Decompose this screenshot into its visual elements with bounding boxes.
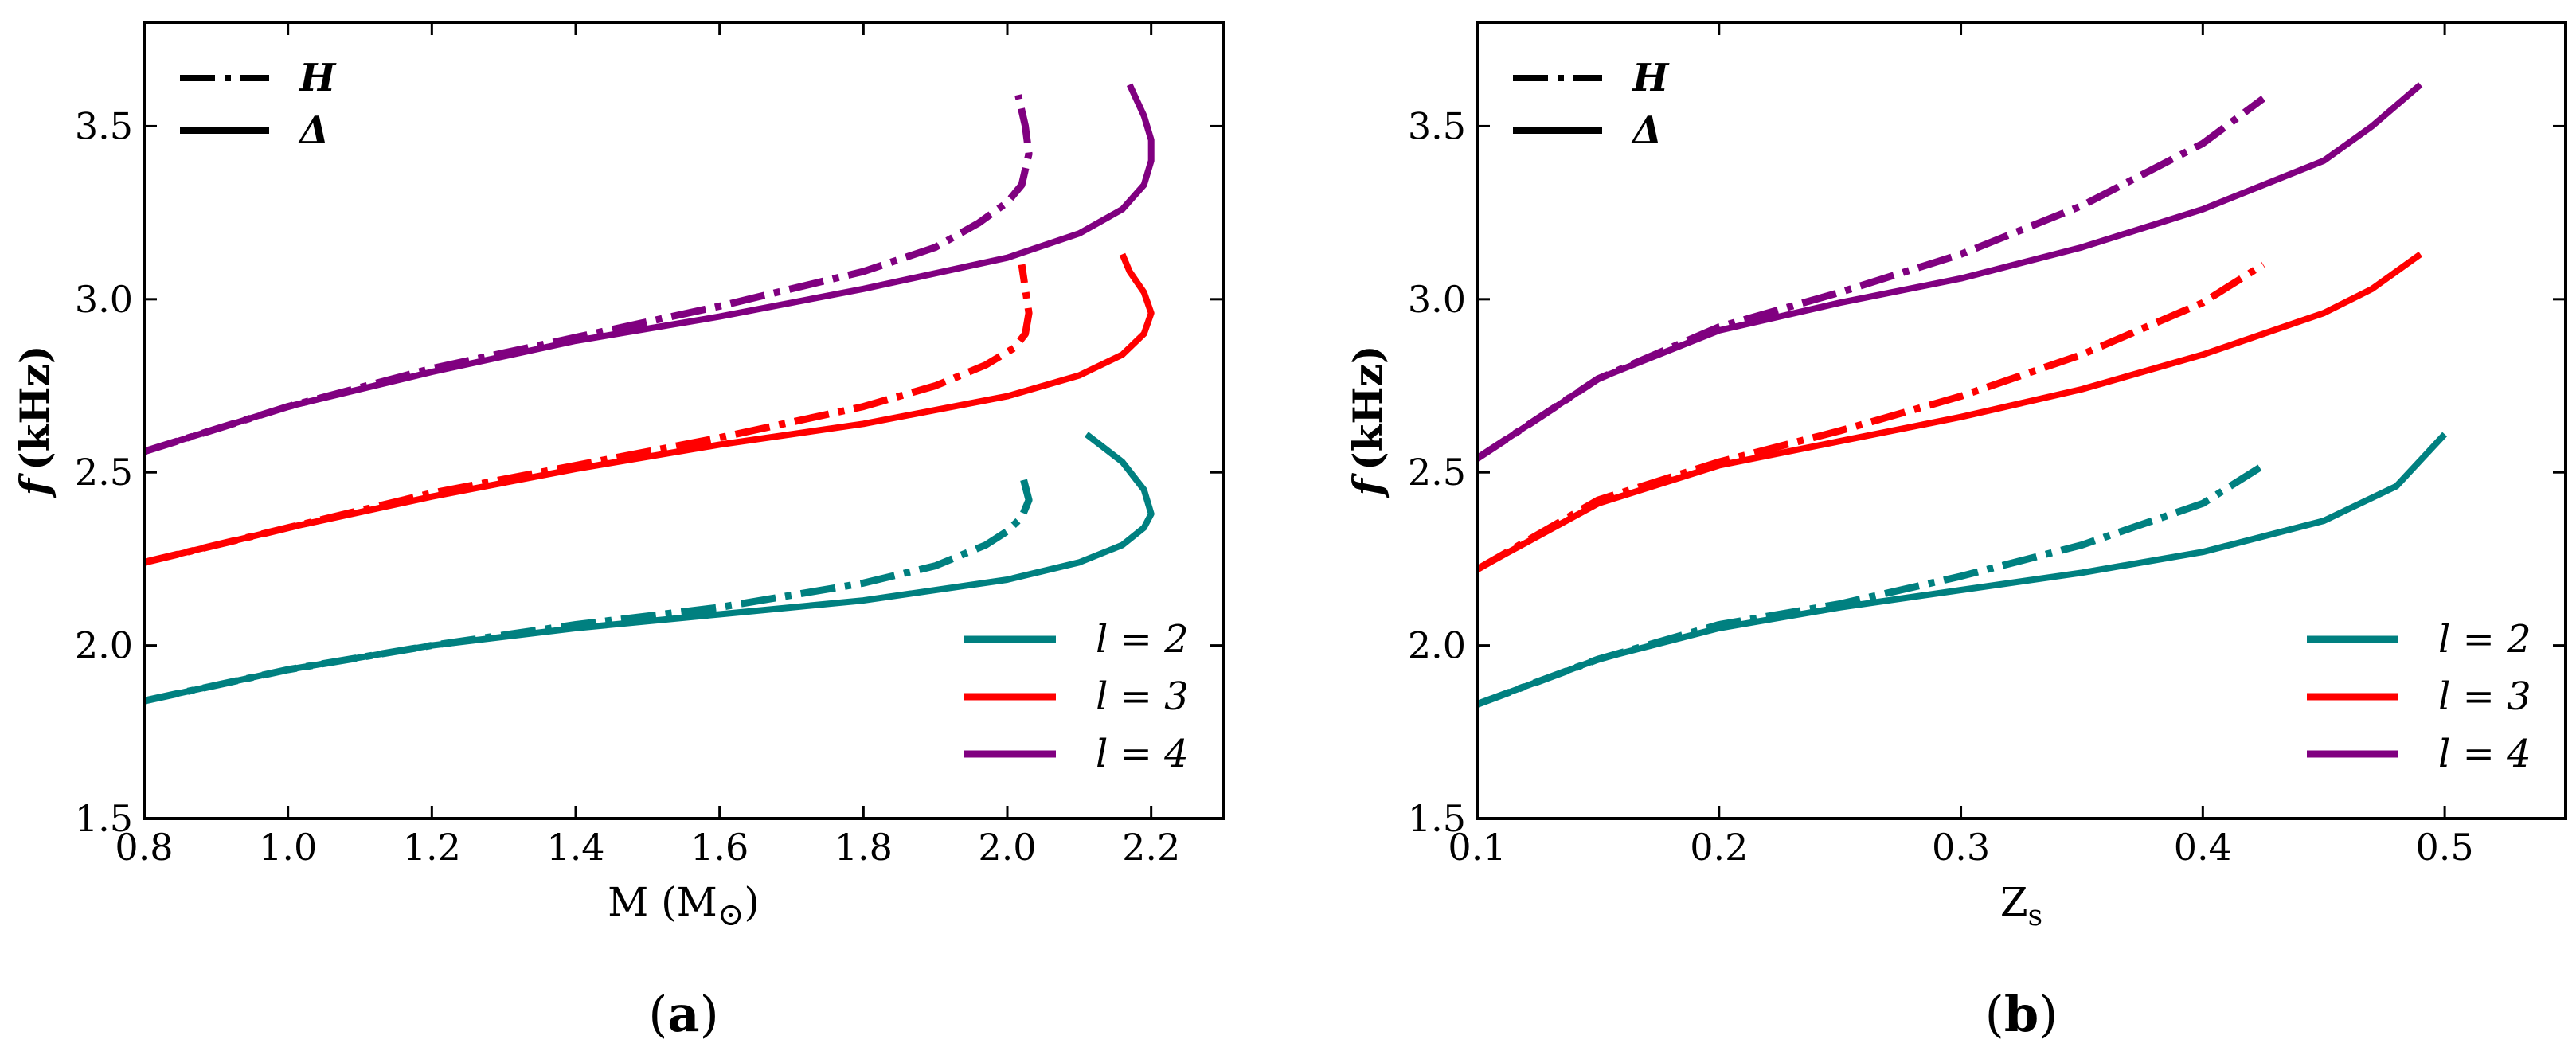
panel-b: 0.1 0.2 0.3 0.4 0.5 1.5 2.0 2.5 3.0 3.5 Zs f(kHz) HΔ… bbox=[1344, 21, 2567, 1043]
y-tick-label: 2.0 bbox=[1408, 624, 1466, 667]
x-tick-label: 1.6 bbox=[690, 826, 749, 869]
y-axis-label-unit: (kHz) bbox=[11, 345, 58, 471]
y-tick-label: 2.0 bbox=[75, 624, 133, 667]
series-line-l3-h bbox=[144, 264, 1033, 566]
y-axis-label-symbol: f bbox=[11, 473, 58, 498]
axes-frame bbox=[1476, 21, 2567, 820]
y-axis-label-unit: (kHz) bbox=[1344, 345, 1391, 471]
y-tick-label: 1.5 bbox=[1408, 797, 1466, 840]
panel-a: 0.8 1.0 1.2 1.4 1.6 1.8 2.0 2.2 1.5 2.0 2.5 3.0 3.5 M… bbox=[11, 21, 1225, 1043]
x-tick-label: 0.3 bbox=[1932, 826, 1990, 869]
x-axis-label: M (M⊙) bbox=[608, 879, 760, 933]
x-tick-label: 0.8 bbox=[115, 826, 173, 869]
axes-frame bbox=[143, 21, 1225, 820]
series-line-l2-delta bbox=[1477, 432, 2448, 708]
x-tick-label: 0.5 bbox=[2416, 826, 2474, 869]
series-line-l4-h bbox=[1477, 96, 2265, 462]
panel-caption: (a) bbox=[648, 985, 719, 1043]
panel-caption: (b) bbox=[1985, 985, 2058, 1043]
x-axis-label-symbol: ⊙ bbox=[717, 897, 745, 933]
x-tick-label: 1.0 bbox=[259, 826, 317, 869]
legend-style-label-dashdot: H bbox=[298, 56, 337, 100]
legend-label-l3: l = 3 bbox=[2438, 674, 2531, 719]
series-line-l3-delta bbox=[144, 252, 1155, 566]
line-style-legend: HΔ bbox=[1513, 56, 1670, 153]
x-tick-label: 1.4 bbox=[546, 826, 604, 869]
legend-style-label-solid: Δ bbox=[1631, 108, 1662, 153]
x-tick-label: 0.2 bbox=[1690, 826, 1748, 869]
series-line-l3-delta bbox=[1477, 252, 2423, 572]
y-tick-label: 2.5 bbox=[1408, 451, 1466, 494]
color-legend: l = 2 l = 3 l = 4 bbox=[2307, 617, 2531, 776]
x-axis-label-text: Z bbox=[2000, 879, 2028, 925]
y-tick-label: 2.5 bbox=[75, 451, 133, 494]
panel-caption-letter: b bbox=[2004, 985, 2039, 1043]
color-legend: l = 2 l = 3 l = 4 bbox=[964, 617, 1189, 776]
x-tick-label: 0.1 bbox=[1448, 826, 1506, 869]
y-tick-label: 3.0 bbox=[1408, 278, 1466, 321]
legend-label-l2: l = 2 bbox=[2438, 617, 2531, 662]
plot-area bbox=[144, 83, 1155, 705]
plot-area bbox=[1477, 82, 2448, 708]
y-axis-label-symbol: f bbox=[1344, 473, 1391, 498]
y-tick-label: 3.0 bbox=[75, 278, 133, 321]
series-line-l2-h bbox=[144, 471, 1033, 705]
x-axis-label: Zs bbox=[2000, 879, 2042, 932]
x-axis-label-text: M (M bbox=[608, 879, 717, 925]
y-tick-label: 3.5 bbox=[75, 104, 133, 147]
legend-label-l4: l = 4 bbox=[1096, 732, 1189, 776]
x-axis-label-subscript: s bbox=[2028, 900, 2042, 932]
panel-caption-letter: a bbox=[667, 985, 699, 1043]
legend-label-l2: l = 2 bbox=[1096, 617, 1189, 662]
y-tick-label: 3.5 bbox=[1408, 104, 1466, 147]
x-tick-label: 2.2 bbox=[1122, 826, 1180, 869]
y-axis-label: f(kHz) bbox=[11, 345, 58, 498]
legend-label-l4: l = 4 bbox=[2438, 732, 2531, 776]
legend-style-label-solid: Δ bbox=[298, 108, 329, 153]
y-axis-label: f(kHz) bbox=[1344, 345, 1391, 498]
x-tick-label: 0.4 bbox=[2174, 826, 2232, 869]
x-tick-label: 1.2 bbox=[403, 826, 461, 869]
x-tick-label: 2.0 bbox=[978, 826, 1036, 869]
legend-style-label-dashdot: H bbox=[1631, 56, 1670, 100]
series-line-l2-h bbox=[1477, 462, 2265, 708]
y-tick-label: 1.5 bbox=[75, 797, 133, 840]
series-line-l3-h bbox=[1477, 261, 2265, 572]
series-line-l2-delta bbox=[144, 432, 1155, 705]
legend-label-l3: l = 3 bbox=[1096, 674, 1189, 719]
series-line-l4-h bbox=[144, 94, 1033, 455]
x-tick-label: 1.8 bbox=[835, 826, 893, 869]
line-style-legend: HΔ bbox=[180, 56, 337, 153]
